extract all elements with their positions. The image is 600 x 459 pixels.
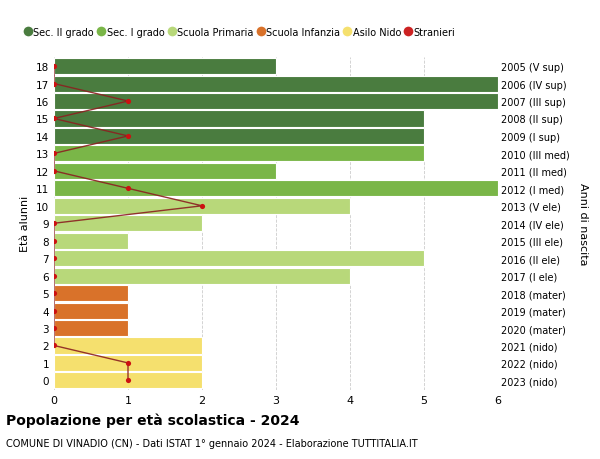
Bar bbox=[54, 198, 350, 214]
Point bbox=[123, 359, 133, 367]
Point bbox=[123, 133, 133, 140]
Point bbox=[49, 325, 59, 332]
Bar bbox=[54, 163, 276, 179]
Bar bbox=[54, 285, 128, 302]
Point bbox=[123, 377, 133, 384]
Y-axis label: Età alunni: Età alunni bbox=[20, 196, 31, 252]
Bar bbox=[54, 251, 424, 267]
Point bbox=[49, 81, 59, 88]
Point bbox=[49, 255, 59, 262]
Point bbox=[123, 185, 133, 193]
Legend: Sec. II grado, Sec. I grado, Scuola Primaria, Scuola Infanzia, Asilo Nido, Stran: Sec. II grado, Sec. I grado, Scuola Prim… bbox=[22, 24, 459, 42]
Bar bbox=[54, 129, 424, 145]
Y-axis label: Anni di nascita: Anni di nascita bbox=[578, 183, 588, 265]
Bar bbox=[54, 355, 202, 371]
Point bbox=[49, 342, 59, 349]
Point bbox=[49, 151, 59, 158]
Point bbox=[123, 98, 133, 106]
Bar bbox=[54, 59, 276, 75]
Text: Popolazione per età scolastica - 2024: Popolazione per età scolastica - 2024 bbox=[6, 413, 299, 428]
Bar bbox=[54, 94, 498, 110]
Bar bbox=[54, 303, 128, 319]
Point bbox=[49, 237, 59, 245]
Bar bbox=[54, 338, 202, 354]
Bar bbox=[54, 216, 202, 232]
Point bbox=[49, 220, 59, 228]
Bar bbox=[54, 181, 498, 197]
Point bbox=[49, 290, 59, 297]
Bar bbox=[54, 233, 128, 249]
Bar bbox=[54, 146, 424, 162]
Bar bbox=[54, 373, 202, 389]
Bar bbox=[54, 76, 498, 92]
Point bbox=[49, 272, 59, 280]
Point bbox=[49, 63, 59, 71]
Point bbox=[197, 203, 207, 210]
Point bbox=[49, 116, 59, 123]
Bar bbox=[54, 320, 128, 336]
Point bbox=[49, 307, 59, 314]
Bar bbox=[54, 268, 350, 284]
Point bbox=[49, 168, 59, 175]
Text: COMUNE DI VINADIO (CN) - Dati ISTAT 1° gennaio 2024 - Elaborazione TUTTITALIA.IT: COMUNE DI VINADIO (CN) - Dati ISTAT 1° g… bbox=[6, 438, 418, 448]
Bar bbox=[54, 111, 424, 127]
